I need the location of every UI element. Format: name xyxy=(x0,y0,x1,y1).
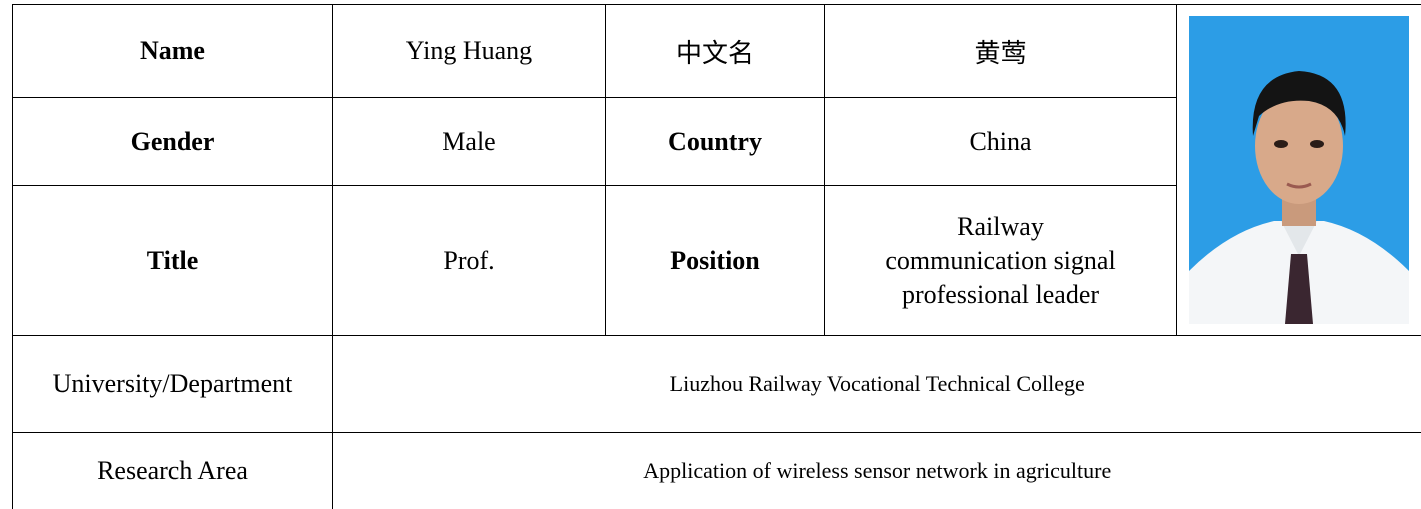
value-cell: China xyxy=(825,98,1177,186)
value-cell: 黄莺 xyxy=(825,5,1177,98)
photo xyxy=(1189,16,1409,324)
label-cell: 中文名 xyxy=(606,5,825,98)
profile-table: Name Ying Huang 中文名 黄莺 Gender Male Count… xyxy=(12,4,1421,509)
label-cell: Gender xyxy=(13,98,333,186)
table-row: University/Department Liuzhou Railway Vo… xyxy=(13,336,1421,433)
value-cell: Railway communication signal professiona… xyxy=(825,186,1177,336)
value-cell: Prof. xyxy=(333,186,606,336)
label-cell: Title xyxy=(13,186,333,336)
label-cell: Name xyxy=(13,5,333,98)
table-row: Research Area Application of wireless se… xyxy=(13,433,1421,509)
value-cell: Ying Huang xyxy=(333,5,606,98)
table-row: Name Ying Huang 中文名 黄莺 xyxy=(13,5,1421,98)
value-text: Railway communication signal professiona… xyxy=(876,210,1126,312)
value-cell: Liuzhou Railway Vocational Technical Col… xyxy=(333,336,1421,433)
label-cell: Research Area xyxy=(13,433,333,509)
label-cell: Position xyxy=(606,186,825,336)
value-cell: Application of wireless sensor network i… xyxy=(333,433,1421,509)
label-cell: University/Department xyxy=(13,336,333,433)
value-cell: Male xyxy=(333,98,606,186)
photo-cell xyxy=(1177,5,1421,336)
label-cell: Country xyxy=(606,98,825,186)
